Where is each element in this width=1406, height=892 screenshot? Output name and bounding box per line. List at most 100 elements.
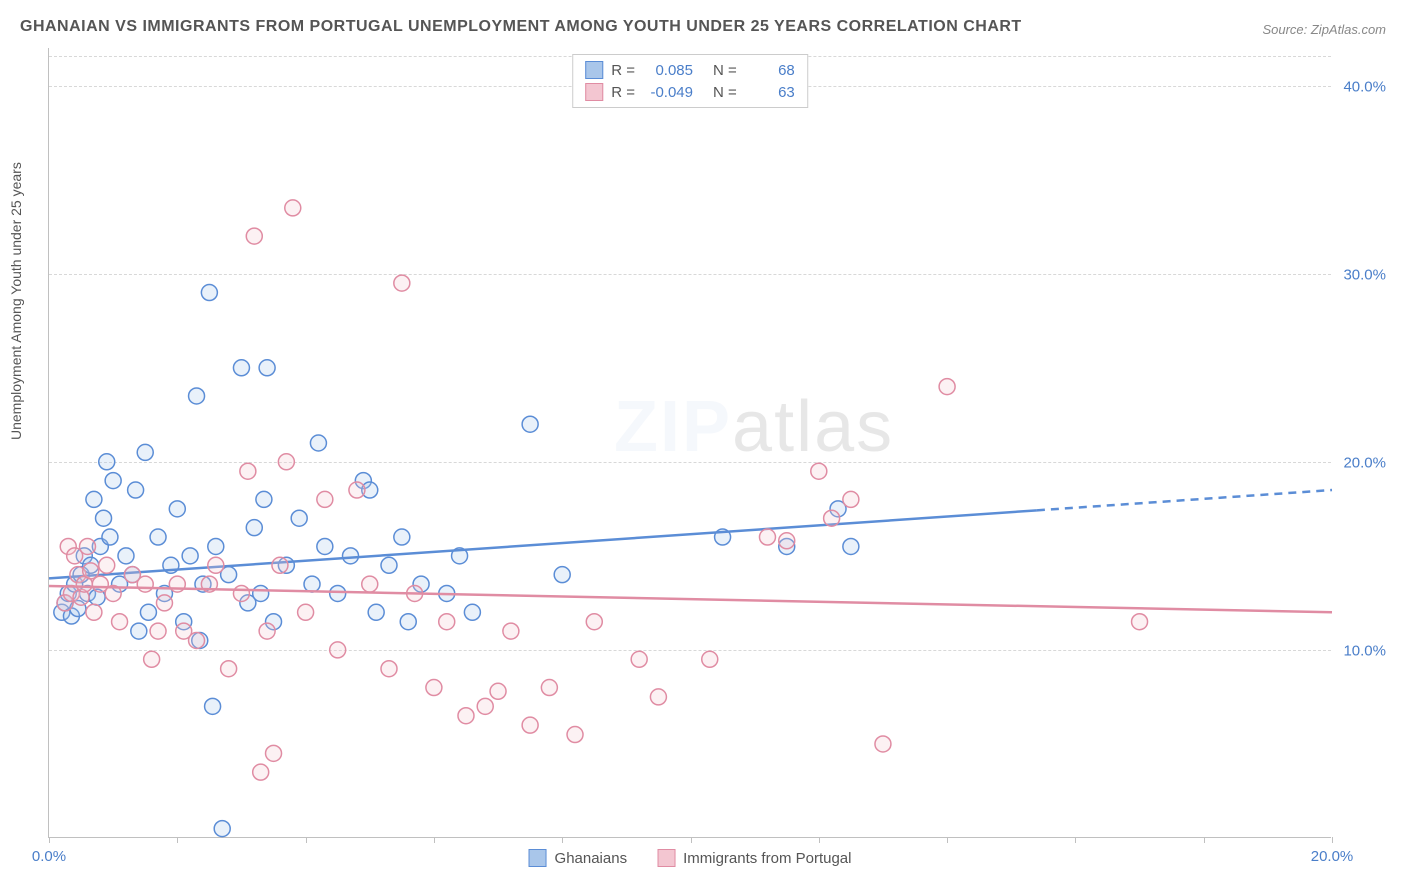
data-point (140, 604, 156, 620)
chart-title: GHANAIAN VS IMMIGRANTS FROM PORTUGAL UNE… (20, 18, 1022, 36)
data-point (96, 510, 112, 526)
data-point (79, 538, 95, 554)
data-point (368, 604, 384, 620)
data-point (317, 491, 333, 507)
x-tick-label: 0.0% (32, 848, 66, 865)
data-point (477, 698, 493, 714)
data-point (554, 567, 570, 583)
swatch-ghanaians-icon (529, 849, 547, 867)
r-value-portugal: -0.049 (643, 84, 693, 101)
data-point (541, 680, 557, 696)
swatch-ghanaians (585, 61, 603, 79)
data-point (240, 463, 256, 479)
data-point (86, 604, 102, 620)
data-point (118, 548, 134, 564)
data-point (631, 651, 647, 667)
data-point (208, 557, 224, 573)
data-point (779, 533, 795, 549)
r-value-ghanaians: 0.085 (643, 62, 693, 79)
data-point (394, 275, 410, 291)
data-point (137, 444, 153, 460)
data-point (939, 379, 955, 395)
data-point (426, 680, 442, 696)
data-point (824, 510, 840, 526)
data-point (246, 520, 262, 536)
data-point (394, 529, 410, 545)
data-point (169, 501, 185, 517)
data-point (381, 557, 397, 573)
y-tick-label: 30.0% (1343, 266, 1386, 283)
data-point (266, 745, 282, 761)
data-point (304, 576, 320, 592)
data-point (105, 473, 121, 489)
data-point (259, 623, 275, 639)
data-point (298, 604, 314, 620)
data-point (253, 585, 269, 601)
data-point (843, 538, 859, 554)
data-point (343, 548, 359, 564)
r-label: R = (611, 84, 635, 101)
stats-row-portugal: R = -0.049 N = 63 (585, 81, 795, 103)
y-axis-label: Unemployment Among Youth under 25 years (8, 162, 24, 440)
data-point (205, 698, 221, 714)
data-point (330, 642, 346, 658)
data-point (567, 727, 583, 743)
data-point (439, 614, 455, 630)
data-point (233, 360, 249, 376)
data-point (285, 200, 301, 216)
n-label: N = (713, 62, 737, 79)
y-tick-label: 10.0% (1343, 642, 1386, 659)
data-point (86, 491, 102, 507)
n-label: N = (713, 84, 737, 101)
data-point (253, 764, 269, 780)
stats-row-ghanaians: R = 0.085 N = 68 (585, 59, 795, 81)
data-point (586, 614, 602, 630)
data-point (503, 623, 519, 639)
data-point (811, 463, 827, 479)
data-point (464, 604, 480, 620)
data-point (137, 576, 153, 592)
swatch-portugal-icon (657, 849, 675, 867)
data-point (102, 529, 118, 545)
data-point (246, 228, 262, 244)
scatter-svg (49, 48, 1331, 837)
data-point (490, 683, 506, 699)
swatch-portugal (585, 83, 603, 101)
n-value-ghanaians: 68 (745, 62, 795, 79)
x-tick-label: 20.0% (1311, 848, 1354, 865)
data-point (256, 491, 272, 507)
data-point (458, 708, 474, 724)
data-point (150, 529, 166, 545)
stats-legend-box: R = 0.085 N = 68 R = -0.049 N = 63 (572, 54, 808, 108)
data-point (208, 538, 224, 554)
data-point (317, 538, 333, 554)
data-point (362, 576, 378, 592)
legend-label-portugal: Immigrants from Portugal (683, 850, 851, 867)
trend-line-extrapolated (1037, 490, 1332, 510)
data-point (144, 651, 160, 667)
data-point (112, 614, 128, 630)
y-tick-label: 40.0% (1343, 78, 1386, 95)
data-point (259, 360, 275, 376)
data-point (310, 435, 326, 451)
data-point (99, 557, 115, 573)
data-point (182, 548, 198, 564)
data-point (128, 482, 144, 498)
r-label: R = (611, 62, 635, 79)
data-point (650, 689, 666, 705)
data-point (759, 529, 775, 545)
data-point (291, 510, 307, 526)
data-point (381, 661, 397, 677)
trend-line (49, 510, 1037, 578)
data-point (131, 623, 147, 639)
n-value-portugal: 63 (745, 84, 795, 101)
data-point (150, 623, 166, 639)
data-point (400, 614, 416, 630)
legend-bottom: Ghanaians Immigrants from Portugal (529, 849, 852, 867)
legend-label-ghanaians: Ghanaians (555, 850, 628, 867)
source-attribution: Source: ZipAtlas.com (1262, 22, 1386, 37)
data-point (189, 633, 205, 649)
data-point (214, 821, 230, 837)
y-tick-label: 20.0% (1343, 454, 1386, 471)
data-point (330, 585, 346, 601)
